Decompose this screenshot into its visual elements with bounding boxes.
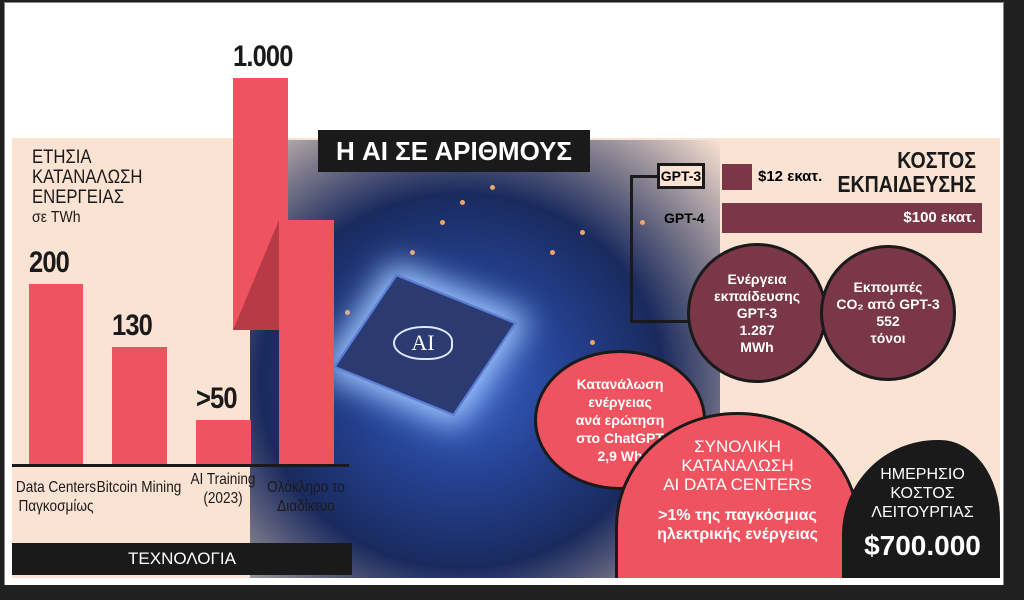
ai-brain-icon: AI — [393, 326, 453, 360]
c-total-line-2: AI DATA CENTERS — [663, 475, 812, 494]
value-label-2: >50 — [196, 381, 238, 415]
c-energy-line-0: Ενέργεια — [727, 270, 787, 287]
gpt3-cost-bar — [722, 164, 752, 190]
category-label-2: AI Training (2023) — [190, 471, 256, 507]
c-daily-line-2: ΛΕΙΤΟΥΡΓΙΑΣ — [871, 504, 974, 521]
c-query-line-0: Κατανάλωση — [576, 376, 664, 392]
baseline — [12, 464, 349, 467]
c-query-line-1: ενέργειας — [588, 394, 652, 410]
c-total-line-1: ΚΑΤΑΝΑΛΩΣΗ — [681, 456, 794, 475]
bar-2 — [196, 419, 251, 465]
chart-unit: σε TWh — [32, 209, 81, 226]
value-label-0: 200 — [29, 246, 70, 279]
category-label-0: Data Centers Παγκοσμίως — [15, 479, 97, 515]
bracket-line — [630, 175, 690, 323]
total-consumption-circle: ΣΥΝΟΛΙΚΗ ΚΑΤΑΝΑΛΩΣΗ AI DATA CENTERS >1% της… — [615, 412, 860, 578]
page-bottom-border — [0, 585, 1024, 600]
c-energy-line-3: 1.287 — [739, 321, 775, 338]
c-energy-line-1: εκπαίδευσης — [714, 287, 800, 304]
value-label-1: 130 — [112, 309, 153, 343]
cost-heading-line1: ΚΟΣΤΟΣ — [897, 147, 976, 173]
total-sub-0: >1% της παγκόσμιας — [658, 507, 817, 524]
page-title: Η AI ΣΕ ΑΡΙΘΜΟΥΣ — [318, 130, 590, 172]
c-energy-line-2: GPT-3 — [736, 304, 778, 321]
x-axis-label: ΤΕΧΝΟΛΟΓΙΑ — [12, 543, 352, 575]
c-energy-line-4: MWh — [740, 338, 774, 355]
gpt3-label: GPT-3 — [657, 163, 705, 189]
gpt4-cost-bar — [722, 203, 982, 233]
cost-heading-line2: ΕΚΠΑΙΔΕΥΣΗΣ — [837, 171, 976, 197]
c-co2-line-0: Εκπομπές — [853, 279, 923, 295]
c-total-line-0: ΣΥΝΟΛΙΚΗ — [694, 437, 781, 456]
c-query-line-3: στο ChatGPT — [576, 430, 664, 446]
value-label-3: 1.000 — [233, 40, 293, 73]
c-daily-line-0: ΗΜΕΡΗΣΙΟ — [880, 466, 965, 483]
category-label-1: Bitcoin Mining — [96, 479, 182, 496]
c-co2-line-1: CO₂ από GPT-3 — [836, 296, 940, 312]
gpt4-cost-label: $100 εκατ. — [903, 209, 976, 226]
c-co2-line-2: 552 — [876, 313, 900, 329]
query-energy-circle: Κατανάλωση ενέργειας ανά ερώτηση στο ChatGP… — [534, 350, 706, 490]
bar-shadow — [233, 220, 279, 330]
c-query-line-2: ανά ερώτηση — [575, 412, 665, 428]
category-label-3: Ολόκληρο το Διαδίκτυο — [267, 479, 345, 515]
gpt3-cost-label: $12 εκατ. — [758, 168, 823, 185]
c-query-line-4: 2,9 Wh — [597, 448, 643, 464]
bar-0 — [29, 284, 83, 465]
gpt4-label: GPT-4 — [664, 210, 705, 226]
co2-circle: Εκπομπές CO₂ από GPT-3 552 τόνοι — [820, 245, 956, 381]
c-co2-line-3: τόνοι — [870, 330, 906, 346]
chart-title: ΕΤΗΣΙΑ ΚΑΤΑΝΑΛΩΣΗ ΕΝΕΡΓΕΙΑΣ — [32, 147, 143, 208]
cost-heading: ΚΟΣΤΟΣ ΕΚΠΑΙΔΕΥΣΗΣ — [837, 148, 976, 196]
chart-heading: ΕΤΗΣΙΑ ΚΑΤΑΝΑΛΩΣΗ ΕΝΕΡΓΕΙΑΣ σε TWh — [32, 147, 143, 228]
energy-circle: Ενέργεια εκπαίδευσης GPT-3 1.287 MWh — [687, 243, 827, 383]
bar-internet-front — [279, 220, 334, 465]
total-sub-1: ηλεκτρικής ενέργειας — [657, 526, 818, 543]
c-daily-line-1: ΚΟΣΤΟΣ — [890, 485, 955, 502]
daily-cost-value: $700.000 — [864, 530, 981, 561]
daily-cost-circle: ΗΜΕΡΗΣΙΟ ΚΟΣΤΟΣ ΛΕΙΤΟΥΡΓΙΑΣ $700.000 — [842, 440, 1000, 578]
bar-1 — [112, 347, 167, 465]
